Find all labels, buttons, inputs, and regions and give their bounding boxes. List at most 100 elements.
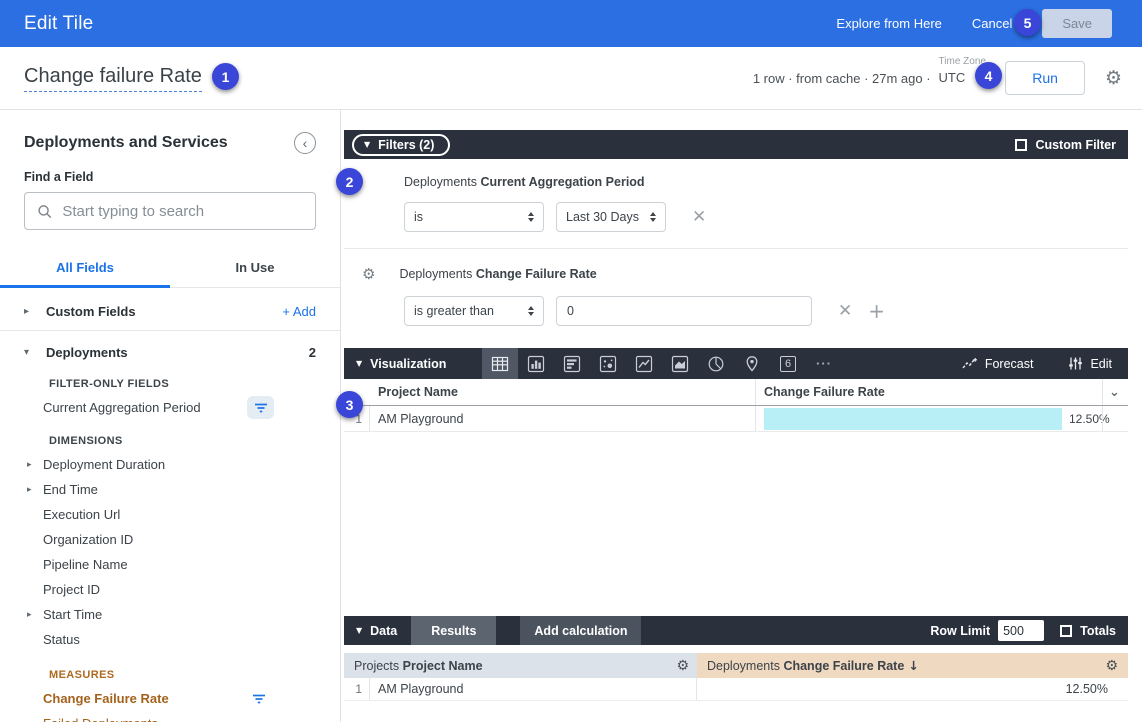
totals-checkbox[interactable] (1060, 624, 1073, 637)
sidebar-item-change-failure-rate[interactable]: ▸ Change Failure Rate (0, 686, 340, 711)
visualization-expander[interactable]: ▼ Visualization (344, 357, 482, 371)
results-tab[interactable]: Results (411, 616, 497, 645)
explore-from-here-link[interactable]: Explore from Here (836, 16, 942, 31)
caret-right-icon: ▸ (27, 459, 32, 470)
project-name-column-header[interactable]: Project Name (378, 385, 458, 399)
viz-type-pie-button[interactable] (698, 348, 734, 379)
change-failure-rate-data-header[interactable]: Deployments Change Failure Rate ↓ ⚙ (697, 653, 1128, 678)
measures-header: MEASURES (49, 669, 115, 681)
active-filter-button[interactable] (247, 396, 274, 419)
save-button[interactable]: Save (1042, 9, 1112, 38)
row-limit-input[interactable] (998, 620, 1045, 641)
cancel-button[interactable]: Cancel (971, 16, 1013, 31)
filter-operator-select[interactable]: is (404, 202, 544, 232)
viz-type-scatter-button[interactable] (590, 348, 626, 379)
scatter-plot-icon (599, 355, 617, 372)
chevron-down-icon: ⌄ (1109, 384, 1120, 400)
data-expander[interactable]: ▼ Data (344, 624, 411, 638)
search-icon (38, 204, 52, 218)
change-failure-rate-column-header[interactable]: Change Failure Rate (755, 379, 1102, 405)
viz-type-area-button[interactable] (662, 348, 698, 379)
run-button[interactable]: Run (1005, 61, 1085, 95)
add-filter-icon[interactable]: + (868, 299, 886, 323)
filter-icon (254, 403, 267, 412)
viz-type-map-button[interactable] (734, 348, 770, 379)
sidebar-item-organization-id[interactable]: ▸ Organization ID (43, 532, 134, 547)
page-title: Edit Tile (24, 12, 94, 34)
explore-name-title: Deployments and Services (24, 134, 228, 151)
filter-settings-gear-icon[interactable]: ⚙ (362, 265, 376, 283)
select-arrows-icon (650, 212, 656, 222)
filter-row-2-label: ⚙ Deployments Change Failure Rate (362, 265, 597, 283)
divider (344, 248, 1128, 249)
value-bar (764, 407, 1062, 430)
active-filter-button[interactable] (245, 687, 272, 710)
annotation-badge-5: 5 (1014, 9, 1041, 36)
filters-expander[interactable]: ▼ Filters (2) (352, 133, 451, 156)
collapse-sidebar-button[interactable]: ‹ (294, 132, 316, 154)
sidebar-item-start-time[interactable]: ▸ Start Time (27, 607, 103, 622)
project-name-cell: AM Playground (378, 411, 464, 426)
filter-row-1-label: Deployments Current Aggregation Period (404, 175, 645, 189)
sidebar-item-failed-deployments[interactable]: ▸ Failed Deployments (0, 711, 340, 722)
field-picker-sidebar: Deployments and Services ‹ Find a Field … (0, 110, 341, 722)
filter-row-2-controls: is greater than ✕ + (404, 296, 1128, 326)
chevron-left-icon: ‹ (302, 135, 308, 151)
viz-table-header: Project Name Change Failure Rate ⌄ (344, 379, 1128, 406)
viz-type-line-button[interactable] (626, 348, 662, 379)
change-failure-rate-cell: 12.50% (755, 406, 1110, 431)
tune-sliders-icon (1069, 357, 1083, 370)
remove-filter-icon[interactable]: ✕ (692, 207, 707, 227)
data-table-row[interactable]: 1 AM Playground 12.50% (344, 678, 1128, 701)
table-icon (491, 356, 509, 371)
column-gear-icon[interactable]: ⚙ (676, 657, 689, 674)
sidebar-item-deployment-duration[interactable]: ▸ Deployment Duration (27, 457, 166, 472)
totals-label: Totals (1080, 623, 1116, 638)
sidebar-item-project-id[interactable]: ▸ Project ID (43, 582, 101, 597)
query-settings-gear-icon[interactable]: ⚙ (1104, 67, 1122, 89)
remove-filter-icon[interactable]: ✕ (838, 301, 853, 321)
filter-icon (252, 694, 265, 703)
column-menu-button[interactable]: ⌄ (1102, 379, 1128, 405)
caret-right-icon: ▸ (27, 609, 32, 620)
add-custom-field-button[interactable]: + Add (282, 303, 316, 319)
filter-operator-select[interactable]: is greater than (404, 296, 544, 326)
annotation-badge-2: 2 (336, 168, 363, 195)
column-gear-icon[interactable]: ⚙ (1105, 657, 1118, 674)
edit-viz-button[interactable]: Edit (1067, 356, 1112, 371)
sidebar-item-execution-url[interactable]: ▸ Execution Url (43, 507, 121, 522)
annotation-badge-3: 3 (336, 391, 363, 418)
custom-fields-group[interactable]: ▸ Custom Fields + Add (24, 303, 316, 319)
sidebar-item-status[interactable]: ▸ Status (43, 632, 80, 647)
viz-type-more-button[interactable]: ··· (806, 348, 842, 379)
custom-filter-checkbox[interactable] (1015, 138, 1028, 151)
visualization-section-bar: ▼ Visualization (344, 348, 1128, 379)
viz-type-bar-button[interactable] (554, 348, 590, 379)
filter-value-input[interactable] (556, 296, 812, 326)
viz-table-row[interactable]: 1 AM Playground 12.50% (344, 406, 1128, 432)
add-calculation-button[interactable]: Add calculation (520, 616, 642, 645)
query-status-text: 1 row · from cache · 27m ago · (752, 70, 931, 86)
sidebar-item-end-time[interactable]: ▸ End Time (27, 482, 98, 497)
single-value-icon: 6 (780, 355, 796, 372)
project-name-data-header[interactable]: Projects Project Name ⚙ (344, 653, 697, 678)
custom-filter-label: Custom Filter (1035, 137, 1116, 152)
viz-type-column-button[interactable] (518, 348, 554, 379)
field-search-box[interactable] (24, 192, 316, 230)
field-search-input[interactable] (62, 202, 303, 220)
tab-in-use[interactable]: In Use (235, 260, 275, 275)
tab-all-fields[interactable]: All Fields (0, 252, 170, 288)
viz-type-table-button[interactable] (482, 348, 518, 379)
filter-row-1-controls: is Last 30 Days ✕ (404, 202, 1128, 232)
viz-type-single-value-button[interactable]: 6 (770, 348, 806, 379)
filter-value-select[interactable]: Last 30 Days (556, 202, 666, 232)
deployments-group[interactable]: ▾ Deployments 2 (24, 344, 316, 360)
sidebar-item-pipeline-name[interactable]: ▸ Pipeline Name (43, 557, 128, 572)
empty-space (344, 432, 1128, 616)
filter-only-fields-header: FILTER-ONLY FIELDS (49, 378, 170, 390)
tile-title-editable[interactable]: Change failure Rate (24, 65, 202, 92)
sidebar-item-current-aggregation-period[interactable]: ▸ Current Aggregation Period (0, 395, 340, 420)
triangle-down-icon: ▼ (356, 359, 363, 368)
forecast-button[interactable]: Forecast (961, 356, 1033, 371)
